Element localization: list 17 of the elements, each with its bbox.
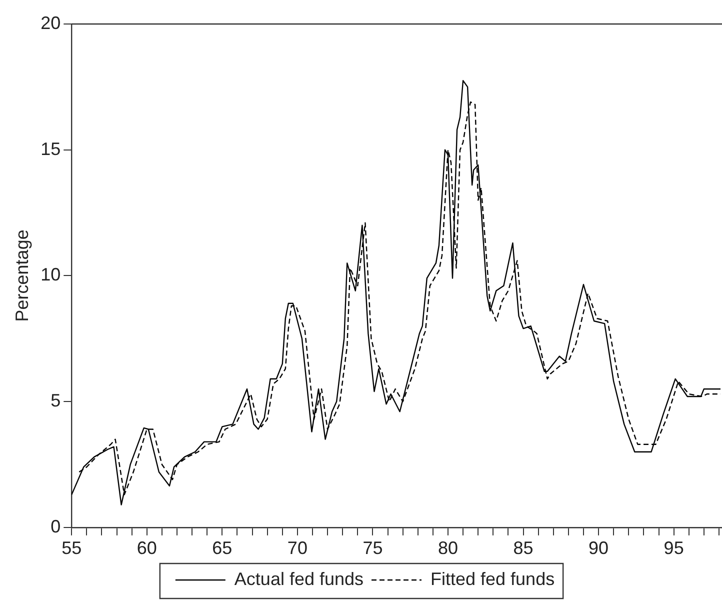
x-tick-label: 95 <box>664 538 684 558</box>
x-tick-label: 90 <box>588 538 609 558</box>
y-axis-title: Percentage <box>12 230 32 322</box>
x-tick-label: 70 <box>287 538 308 558</box>
y-tick-label: 5 <box>50 390 61 411</box>
x-tick-label: 75 <box>362 538 383 558</box>
x-tick-label: 65 <box>212 538 232 558</box>
x-tick-label: 55 <box>62 538 82 558</box>
x-tick-label: 60 <box>136 538 157 558</box>
y-tick-label: 10 <box>40 264 61 285</box>
y-tick-label: 0 <box>50 516 61 536</box>
y-tick-label: 15 <box>40 138 61 159</box>
x-tick-label: 85 <box>513 538 534 558</box>
legend-label: Actual fed funds <box>234 568 364 589</box>
x-tick-label: 80 <box>438 538 458 558</box>
legend-label: Fitted fed funds <box>430 568 555 589</box>
y-tick-label: 20 <box>40 12 61 33</box>
